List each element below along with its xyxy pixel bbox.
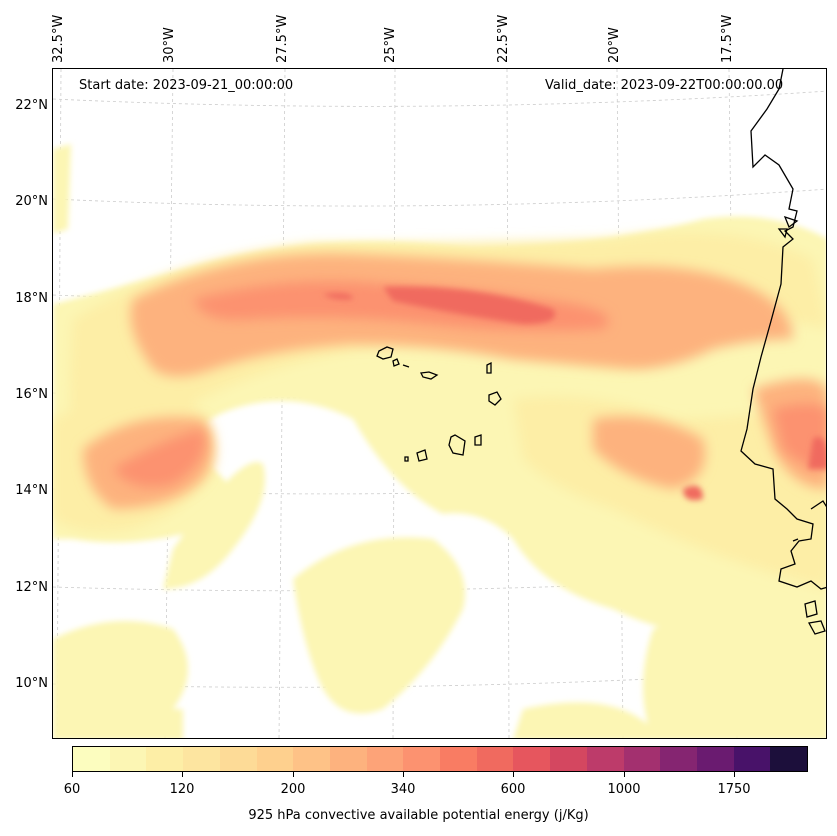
colorbar-tick-200: 200 (280, 782, 306, 797)
lat-label-22n: 22°N (15, 98, 48, 113)
colorbar-tick-600: 600 (500, 782, 526, 797)
lon-label-30w: 30°W (162, 27, 177, 63)
lon-label-32-5w: 32.5°W (51, 14, 66, 63)
coastlines (376, 69, 826, 635)
colorbar-tick-1750: 1750 (717, 782, 751, 797)
colorbar-swatch-18 (733, 747, 771, 771)
lat-label-14n: 14°N (15, 483, 48, 498)
colorbar-swatch-14 (586, 747, 624, 771)
colorbar (72, 746, 808, 772)
colorbar-tick-mark-340 (403, 772, 404, 777)
colorbar-swatch-16 (660, 747, 697, 771)
colorbar-swatch-6 (293, 747, 330, 771)
colorbar-label: 925 hPa convective available potential e… (248, 808, 589, 823)
colorbar-swatch-4 (219, 747, 257, 771)
colorbar-tick-mark-1000 (624, 772, 625, 777)
cape-field (53, 144, 826, 738)
colorbar-swatch-10 (440, 747, 477, 771)
lat-label-16n: 16°N (15, 387, 48, 402)
colorbar-swatch-8 (366, 747, 404, 771)
colorbar-swatch-13 (550, 747, 587, 771)
colorbar-swatch-17 (696, 747, 734, 771)
lon-label-22-5w: 22.5°W (496, 14, 511, 63)
cape-map-svg (53, 69, 826, 738)
colorbar-swatch-3 (183, 747, 220, 771)
colorbar-tick-120: 120 (169, 782, 195, 797)
colorbar-swatch-1 (109, 747, 147, 771)
colorbar-swatch-19 (770, 747, 808, 771)
colorbar-swatch-12 (513, 747, 551, 771)
colorbar-swatch-7 (329, 747, 367, 771)
start-date-label: Start date: 2023-09-21_00:00:00 (79, 78, 294, 93)
colorbar-tick-mark-120 (182, 772, 183, 777)
lat-label-18n: 18°N (15, 291, 48, 306)
colorbar-swatch-2 (146, 747, 184, 771)
colorbar-tick-mark-600 (513, 772, 514, 777)
lon-label-17-5w: 17.5°W (720, 14, 735, 63)
colorbar-swatch-11 (476, 747, 514, 771)
colorbar-tick-60: 60 (63, 782, 81, 797)
lat-label-12n: 12°N (15, 580, 48, 595)
lat-label-20n: 20°N (15, 194, 48, 209)
colorbar-swatch-5 (256, 747, 294, 771)
colorbar-tick-mark-1750 (734, 772, 735, 777)
colorbar-swatch-9 (403, 747, 441, 771)
lat-label-10n: 10°N (15, 676, 48, 691)
colorbar-swatch-15 (623, 747, 661, 771)
colorbar-tick-1000: 1000 (607, 782, 641, 797)
colorbar-tick-340: 340 (390, 782, 416, 797)
lon-label-20w: 20°W (607, 27, 622, 63)
colorbar-tick-mark-60 (72, 772, 73, 777)
colorbar-swatch-0 (73, 747, 110, 771)
colorbar-tick-mark-200 (293, 772, 294, 777)
valid-date-label: Valid_date: 2023-09-22T00:00:00.00 (545, 78, 784, 93)
map-panel[interactable] (52, 68, 827, 739)
lon-label-25w: 25°W (383, 27, 398, 63)
lon-label-27-5w: 27.5°W (275, 14, 290, 63)
